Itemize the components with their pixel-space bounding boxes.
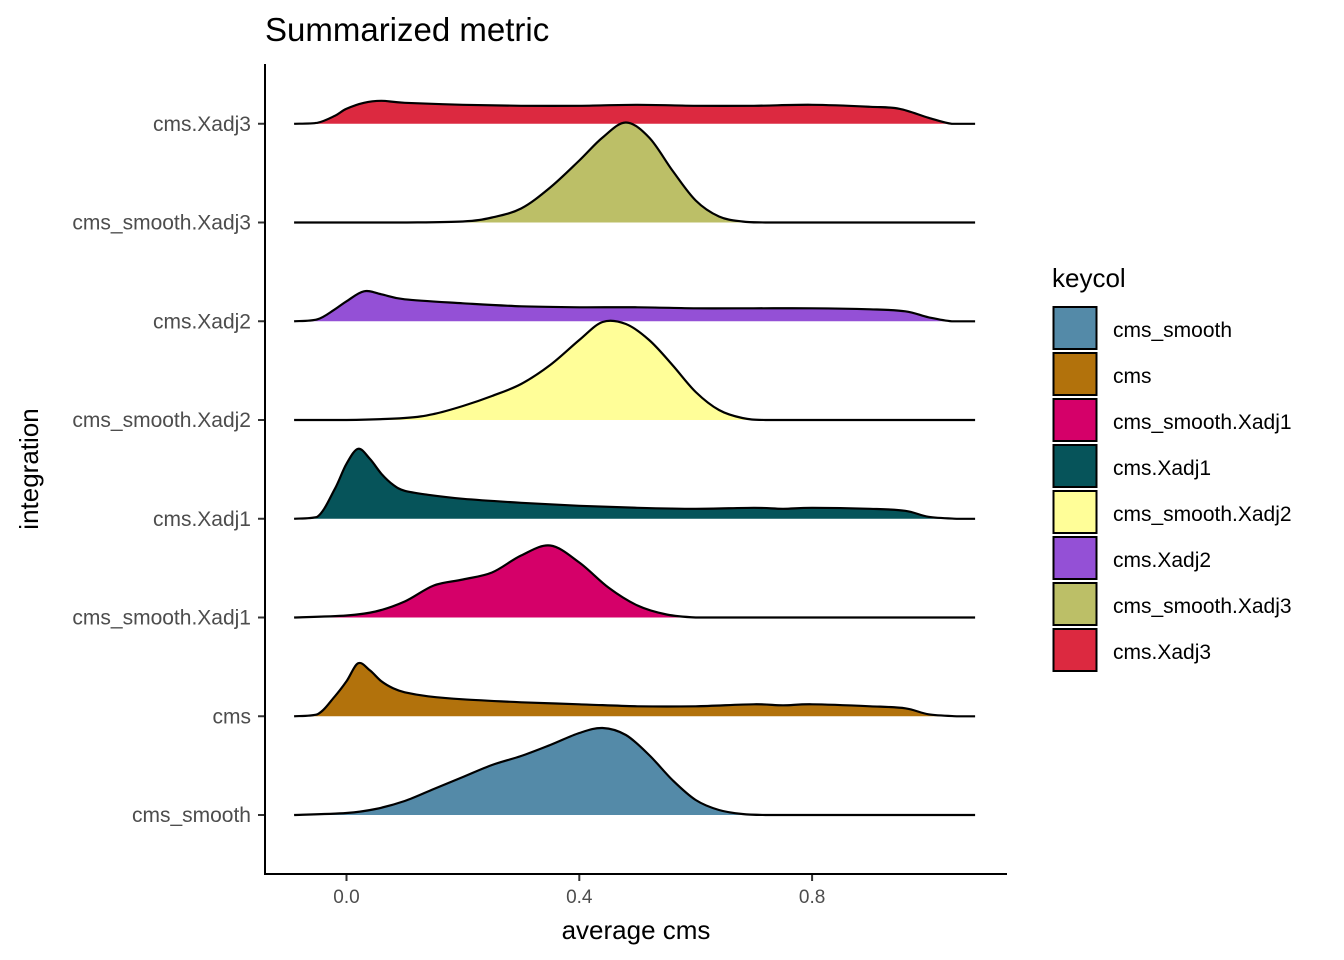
legend-item-cms: cms (1052, 352, 1152, 396)
legend-label: cms_smooth (1113, 319, 1232, 342)
legend-swatch (1052, 306, 1098, 350)
legend-label: cms (1113, 365, 1152, 388)
ridge-fill-cms-xadj2 (294, 291, 976, 322)
ridge-fill-cms-smooth-xadj2 (294, 320, 976, 420)
legend-swatch (1052, 398, 1098, 442)
ridge-cms-smooth-xadj2 (294, 319, 976, 422)
y-tick-label: cms_smooth.Xadj3 (72, 212, 251, 235)
y-tick-label: cms.Xadj3 (153, 113, 251, 136)
ridge-cms-xadj3 (294, 99, 976, 125)
legend-item-cms-xadj3: cms.Xadj3 (1052, 628, 1211, 672)
ridge-fill-cms-smooth (294, 727, 976, 815)
ridge-fill-cms-smooth-xadj1 (294, 545, 976, 618)
legend-swatch (1052, 582, 1098, 626)
legend-swatch (1052, 536, 1098, 580)
y-tick-label: cms.Xadj1 (153, 508, 251, 531)
legend-swatch (1052, 352, 1098, 396)
legend-swatch (1052, 628, 1098, 672)
legend-label: cms.Xadj1 (1113, 457, 1211, 480)
y-tick-label: cms (213, 705, 252, 728)
x-axis-ticks: 0.0 0.4 0.8 (333, 874, 825, 908)
ridges-group (293, 99, 976, 817)
ridge-fill-cms-smooth-xadj3 (294, 122, 976, 223)
legend-item-cms-xadj1: cms.Xadj1 (1052, 444, 1211, 488)
legend-label: cms_smooth.Xadj2 (1113, 503, 1292, 526)
legend-title: keycol (1052, 263, 1126, 293)
y-axis-ticks: cms.Xadj3 cms_smooth.Xadj3 cms.Xadj2 cms_sm… (72, 113, 265, 827)
ridge-outline-cms-xadj2 (293, 289, 976, 323)
ridge-cms (293, 661, 976, 718)
ridge-cms-smooth-xadj1 (294, 544, 976, 619)
legend-item-cms-smooth-xadj2: cms_smooth.Xadj2 (1052, 490, 1292, 534)
legend-item-cms-smooth-xadj1: cms_smooth.Xadj1 (1052, 398, 1292, 442)
legend-swatch (1052, 490, 1098, 534)
y-tick-label: cms.Xadj2 (153, 310, 251, 333)
ridge-outline-cms (293, 661, 976, 718)
ridge-cms-xadj2 (293, 289, 976, 323)
legend-item-cms-smooth: cms_smooth (1052, 306, 1232, 350)
ridge-fill-cms-xadj3 (294, 100, 976, 124)
ridge-outline-cms-smooth-xadj1 (294, 544, 976, 619)
y-tick-label: cms_smooth.Xadj1 (72, 607, 251, 630)
y-tick-label: cms_smooth (132, 804, 251, 827)
legend-item-cms-xadj2: cms.Xadj2 (1052, 536, 1211, 580)
legend-label: cms.Xadj2 (1113, 549, 1211, 572)
ridge-outline-cms-xadj1 (293, 447, 976, 520)
ridge-outline-cms-smooth (294, 726, 976, 817)
ridge-outline-cms-smooth-xadj2 (294, 319, 976, 422)
ridge-outline-cms-xadj3 (294, 99, 976, 125)
x-tick-label: 0.8 (799, 887, 825, 908)
legend-swatch (1052, 444, 1098, 488)
x-tick-label: 0.0 (333, 887, 359, 908)
ridge-cms-smooth-xadj3 (294, 121, 976, 224)
legend-label: cms_smooth.Xadj3 (1113, 595, 1292, 618)
ridge-fill-cms (294, 662, 976, 717)
y-axis-title: integration (14, 408, 44, 529)
legend-item-cms-smooth-xadj3: cms_smooth.Xadj3 (1052, 582, 1292, 626)
ridge-cms-xadj1 (293, 447, 976, 520)
x-tick-label: 0.4 (566, 887, 593, 908)
ridge-outline-cms-smooth-xadj3 (294, 121, 976, 224)
ridge-cms-smooth (294, 726, 976, 817)
chart-title: Summarized metric (265, 11, 549, 48)
x-axis-title: average cms (562, 915, 711, 945)
y-tick-label: cms_smooth.Xadj2 (72, 409, 251, 432)
ridge-fill-cms-xadj1 (294, 448, 976, 519)
legend-label: cms.Xadj3 (1113, 641, 1211, 664)
legend-label: cms_smooth.Xadj1 (1113, 411, 1292, 434)
